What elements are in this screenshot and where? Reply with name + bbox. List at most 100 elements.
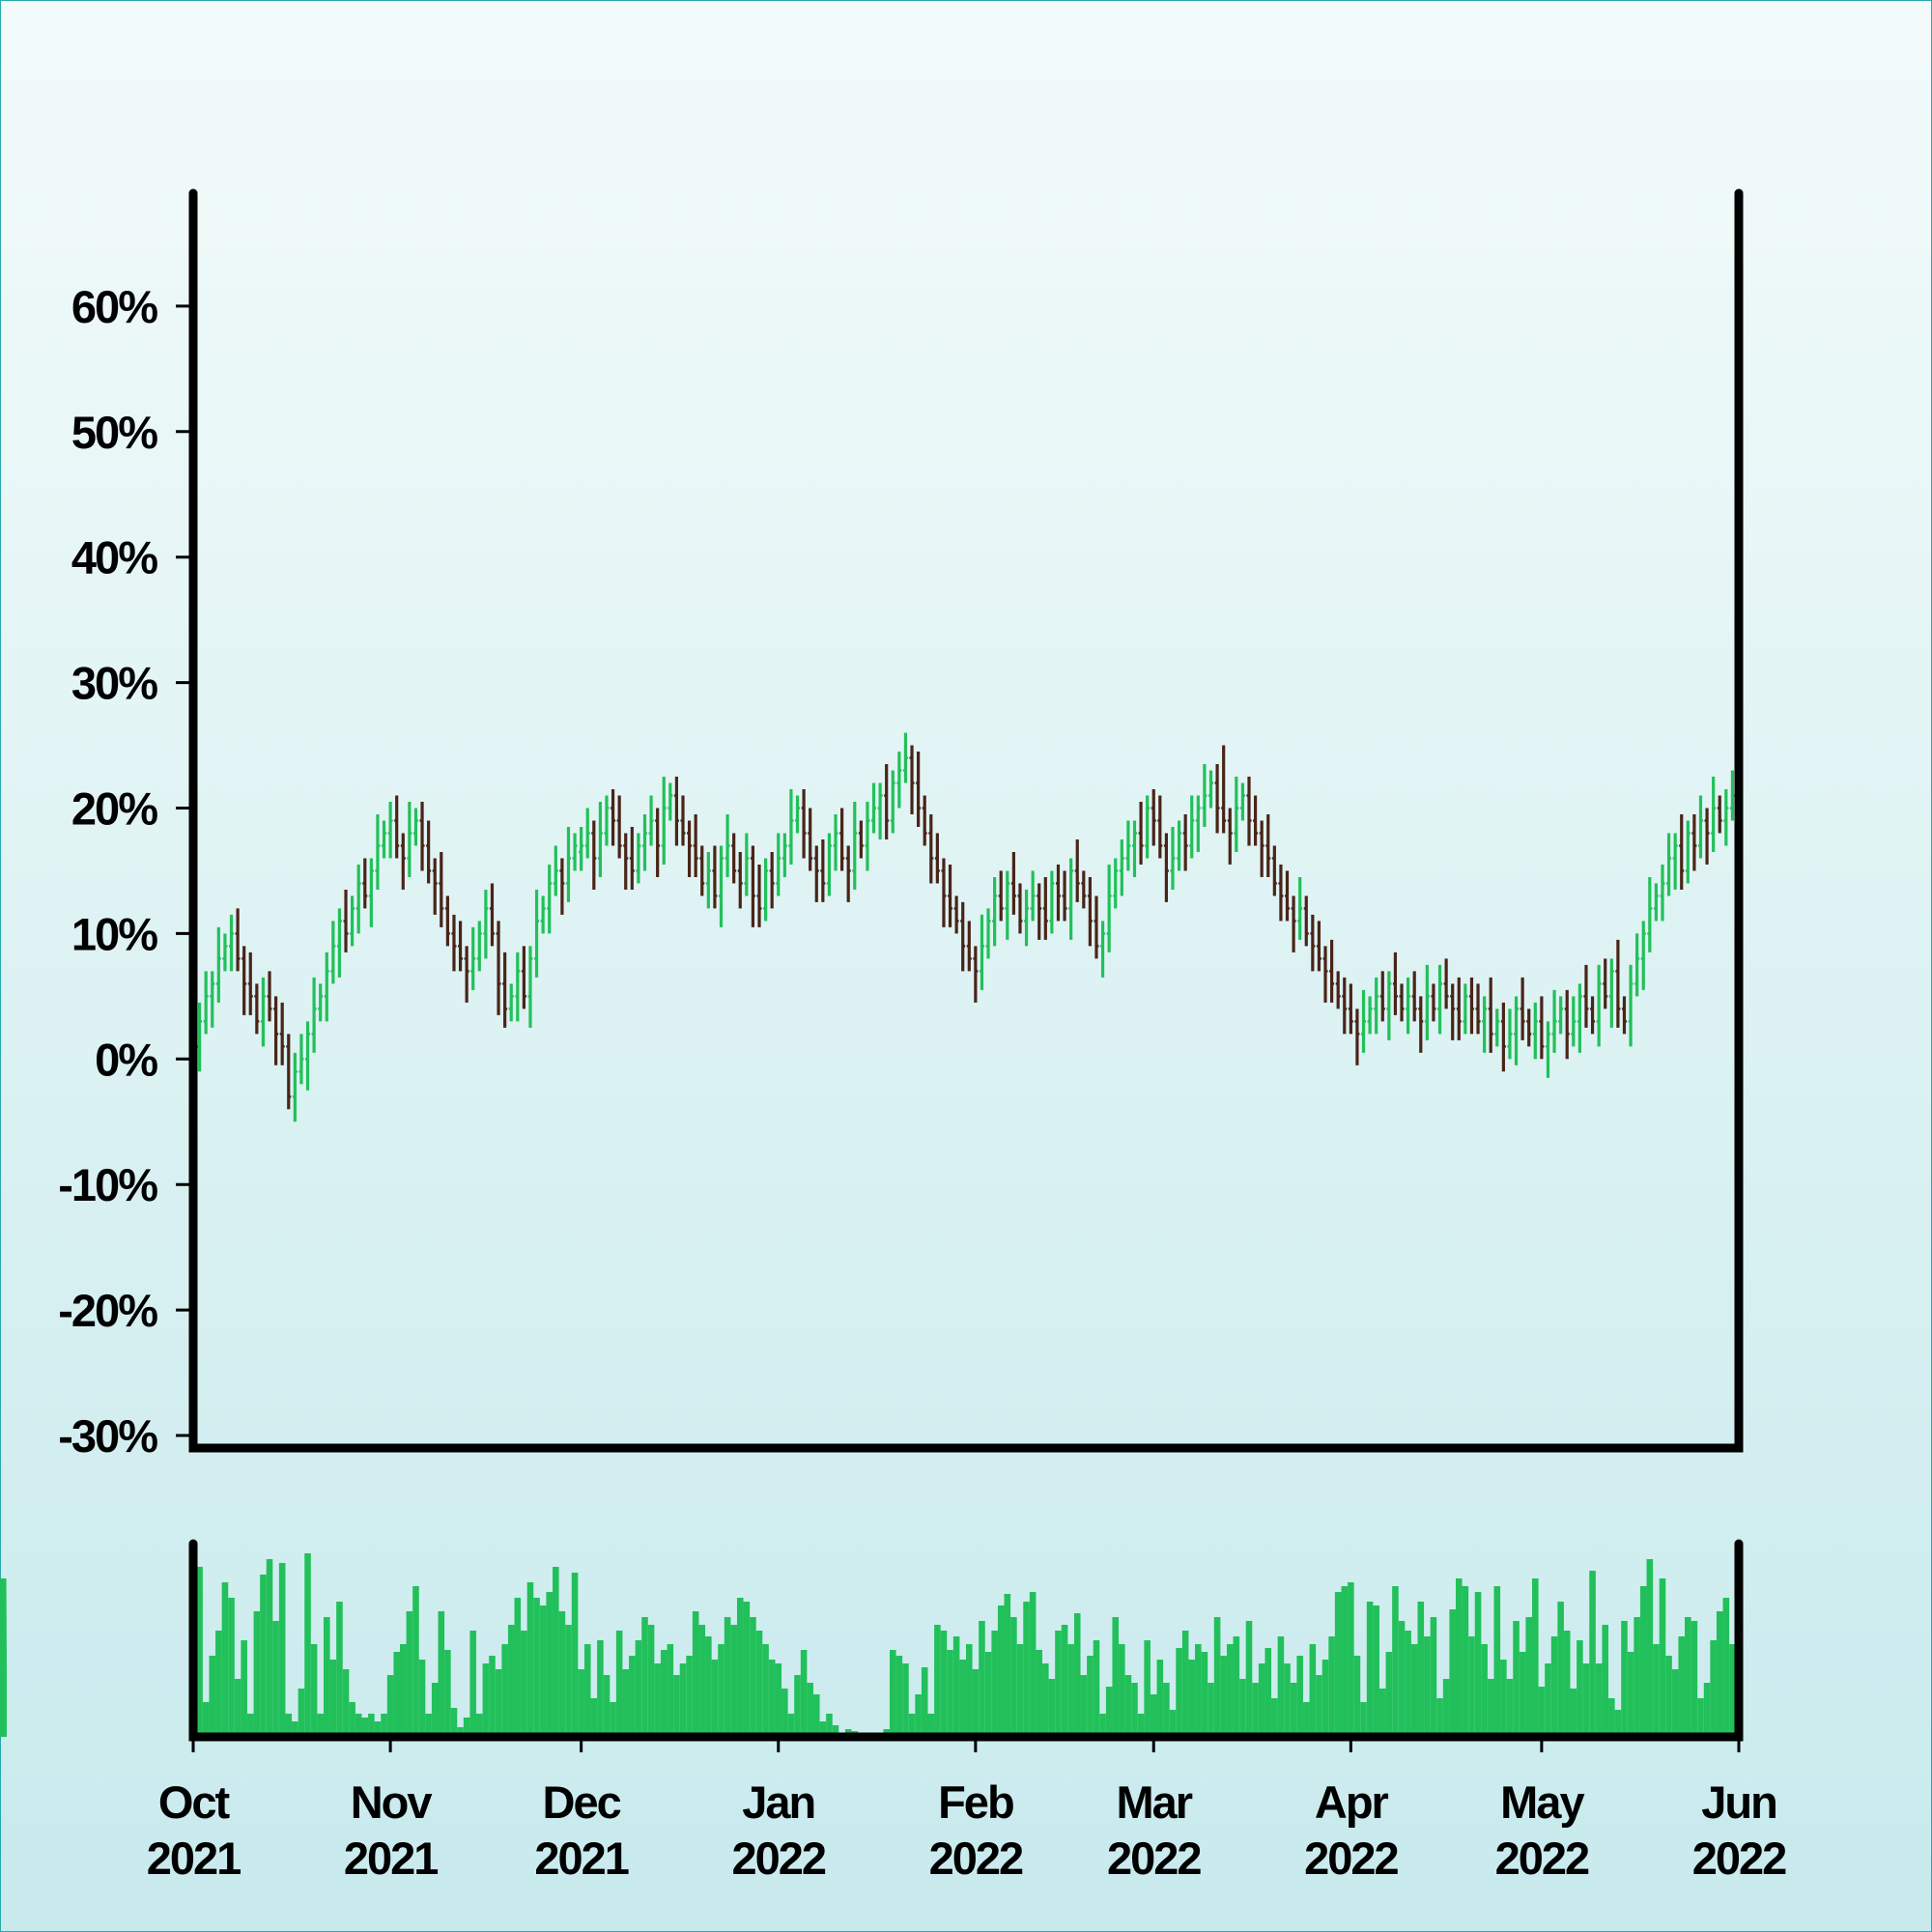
volume-bar: [1621, 1621, 1628, 1737]
x-tick-label: Nov 2021: [344, 1776, 438, 1884]
volume-bar: [386, 1675, 394, 1737]
volume-bar: [1449, 1609, 1456, 1737]
volume-bar: [406, 1611, 413, 1737]
volume-bar: [590, 1698, 598, 1737]
volume-bar: [457, 1727, 464, 1737]
volume-bar: [1213, 1617, 1221, 1737]
volume-bar: [647, 1625, 655, 1737]
volume-bar: [1010, 1617, 1017, 1737]
y-tick-label: -30%: [58, 1410, 157, 1462]
volume-bar: [202, 1702, 210, 1737]
volume-bar: [1659, 1578, 1666, 1737]
volume-bar: [1067, 1644, 1074, 1737]
volume-bar: [1341, 1586, 1349, 1737]
volume-bar: [323, 1617, 330, 1737]
volume-bar: [1181, 1631, 1189, 1737]
volume-bar: [984, 1652, 992, 1737]
volume-bar: [1258, 1663, 1265, 1737]
volume-bar: [418, 1660, 426, 1737]
volume-bar: [463, 1718, 470, 1737]
volume-bar: [692, 1611, 699, 1737]
volume-bar: [1424, 1636, 1431, 1737]
y-tick-label: 0%: [95, 1034, 157, 1085]
volume-bar: [966, 1644, 973, 1737]
volume-bar: [1665, 1656, 1672, 1737]
volume-bar: [374, 1721, 382, 1737]
volume-bar: [1378, 1689, 1386, 1737]
volume-bar: [1220, 1656, 1227, 1737]
volume-axes: [188, 1539, 1744, 1742]
volume-bar: [355, 1714, 362, 1737]
volume-bar: [1271, 1698, 1278, 1737]
volume-bar: [1398, 1621, 1406, 1737]
x-tick-label-line: 2022: [929, 1833, 1023, 1884]
volume-bar: [1430, 1617, 1437, 1737]
volume-bar: [215, 1631, 222, 1737]
volume-bar: [1131, 1683, 1138, 1737]
volume-bar: [1087, 1656, 1094, 1737]
volume-bar: [1442, 1679, 1450, 1737]
volume-bar: [438, 1611, 445, 1737]
volume-bar: [292, 1721, 298, 1737]
volume-bar: [1195, 1644, 1202, 1737]
volume-bar: [641, 1617, 648, 1737]
volume-bar: [260, 1575, 267, 1737]
volume-bar: [1264, 1648, 1272, 1737]
volume-bar: [711, 1660, 719, 1737]
x-tick-label-line: Dec: [543, 1776, 621, 1828]
volume-bar: [1557, 1602, 1564, 1737]
volume-bar: [1722, 1598, 1730, 1737]
volume-bar: [895, 1656, 903, 1737]
volume-bar: [1284, 1663, 1291, 1737]
volume-bar: [952, 1636, 960, 1737]
volume-bar: [947, 1650, 953, 1737]
volume-bar: [1119, 1644, 1125, 1737]
volume-bar: [1646, 1559, 1654, 1737]
plot-layer: [0, 732, 1736, 1737]
volume-bar: [1570, 1689, 1577, 1737]
volume-bar: [1366, 1602, 1374, 1737]
volume-bar: [654, 1663, 661, 1737]
volume-bar: [807, 1683, 813, 1737]
volume-bar: [228, 1598, 235, 1737]
volume-bar: [0, 1667, 7, 1737]
volume-bar: [1392, 1586, 1399, 1737]
volume-bar: [755, 1631, 763, 1737]
volume-bar: [565, 1625, 572, 1737]
volume-bar: [812, 1694, 820, 1737]
volume-bar: [1360, 1702, 1367, 1737]
volume-bar: [1729, 1644, 1736, 1737]
volume-bar: [1493, 1586, 1501, 1737]
volume-bar: [1137, 1714, 1145, 1737]
volume-bar: [1703, 1683, 1711, 1737]
volume-bar: [521, 1631, 527, 1737]
volume-bar: [266, 1559, 273, 1737]
volume-bar: [673, 1675, 680, 1737]
y-tick-label: -10%: [58, 1159, 157, 1210]
volume-bar: [1163, 1683, 1170, 1737]
x-tick-label: Oct 2021: [147, 1776, 241, 1884]
volume-bar: [1309, 1644, 1317, 1737]
volume-bar: [241, 1640, 247, 1737]
volume-bar: [1538, 1687, 1546, 1737]
volume-bar: [921, 1667, 928, 1737]
volume-bar: [1112, 1617, 1120, 1737]
y-tick-label: -20%: [58, 1285, 157, 1336]
volume-bar: [1099, 1714, 1106, 1737]
volume-bar: [507, 1625, 515, 1737]
x-tick-label-line: Mar: [1116, 1776, 1192, 1828]
y-tick-label: 60%: [71, 281, 157, 332]
volume-bar: [832, 1725, 839, 1737]
volume-bar: [285, 1714, 293, 1737]
volume-bar: [1252, 1683, 1259, 1737]
volume-bar: [393, 1652, 400, 1737]
volume-bar: [787, 1714, 795, 1737]
volume-bar: [667, 1644, 674, 1737]
volume-bar: [1436, 1698, 1443, 1737]
volume-bar: [298, 1689, 305, 1737]
volume-bar: [450, 1708, 458, 1737]
volume-bar: [476, 1714, 483, 1737]
y-tick-label: 10%: [71, 908, 157, 959]
